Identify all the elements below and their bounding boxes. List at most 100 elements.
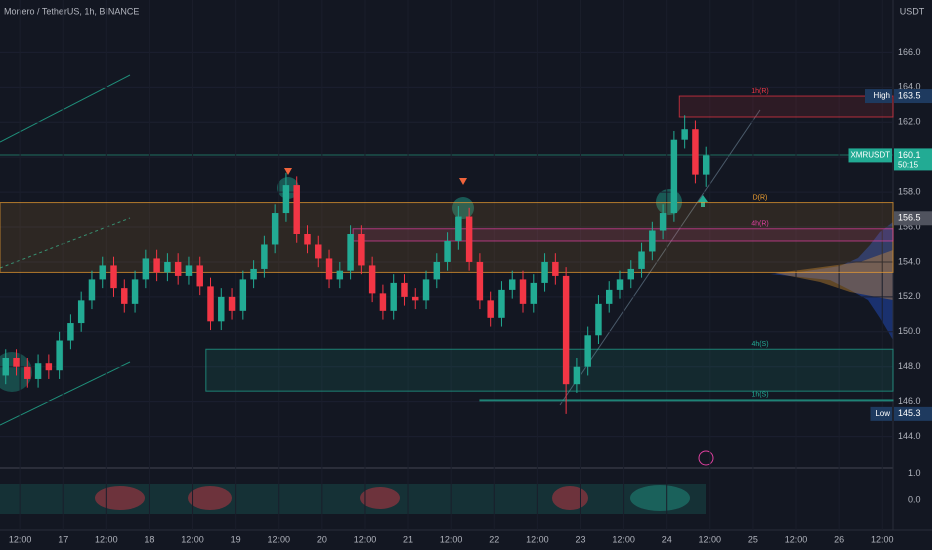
candle-body [261, 244, 268, 269]
zone-label: 1h(R) [751, 88, 769, 95]
candle-body [605, 289, 613, 304]
x-tick-label: 25 [748, 534, 758, 544]
zone [678, 95, 894, 118]
candle-body [45, 363, 53, 371]
oscillator-blob [360, 487, 400, 509]
zone [352, 228, 894, 242]
volume-profile [770, 222, 893, 340]
candle-body [573, 366, 581, 385]
candle-body [562, 275, 570, 385]
candle-body [77, 300, 85, 324]
buy-arrow [698, 195, 708, 207]
candle-body [131, 279, 139, 304]
x-tick-label: 21 [403, 534, 413, 544]
candle-body [271, 213, 279, 245]
candle-body [368, 265, 376, 294]
candle-body [304, 234, 311, 245]
x-tick-label: 12:00 [699, 534, 722, 544]
candle-body [616, 279, 624, 290]
trend-line [0, 361, 131, 426]
y-tick-label: 150.0 [898, 326, 921, 336]
candle-body [433, 261, 441, 280]
y-tick-label: 158.0 [898, 186, 921, 196]
price-countdown: 50:15 [898, 161, 919, 170]
candle-body [455, 216, 462, 241]
candle-body [196, 265, 203, 287]
x-tick-label: 23 [575, 534, 585, 544]
candle-body [2, 357, 9, 376]
candle-body [250, 268, 257, 280]
price-label-name-box [870, 406, 892, 421]
candle-body [702, 155, 710, 175]
x-tick-label: 12:00 [9, 534, 32, 544]
oscillator-blob [630, 485, 690, 511]
candle-body [218, 296, 225, 322]
candle-body [121, 288, 128, 304]
sell-arrow [284, 168, 292, 175]
chart-title: Monero / TetherUS, 1h, BINANCE [4, 6, 139, 16]
candle-body [315, 244, 322, 259]
zone [479, 399, 894, 402]
candle-body [670, 139, 678, 214]
osc-tick-label: 1.0 [908, 468, 921, 478]
price-label-name-box [848, 148, 892, 163]
x-tick-label: 17 [58, 534, 68, 544]
trend-line [559, 109, 761, 406]
y-tick-label: 146.0 [898, 396, 921, 406]
candle-body [88, 279, 96, 301]
candle-body [185, 265, 193, 276]
candle-body [498, 289, 505, 318]
x-tick-label: 24 [662, 534, 672, 544]
candle-body [282, 185, 290, 214]
price-label-name: XMRUSDT [850, 151, 890, 160]
candle-body [164, 261, 171, 273]
x-tick-label: 26 [834, 534, 844, 544]
candle-body [325, 258, 333, 280]
y-tick-label: 152.0 [898, 291, 921, 301]
x-tick-label: 19 [231, 534, 241, 544]
candle-body [584, 335, 591, 367]
candle-body [207, 286, 214, 322]
zone-label: 1h(S) [751, 392, 768, 399]
candle-body [13, 357, 20, 367]
candle-body [34, 363, 42, 379]
x-tick-label: 12:00 [181, 534, 204, 544]
x-tick-label: 12:00 [95, 534, 118, 544]
x-tick-label: 22 [489, 534, 499, 544]
candle-body [530, 282, 538, 304]
y-tick-label: 148.0 [898, 361, 921, 371]
event-icon [698, 450, 714, 466]
candle-body [541, 261, 548, 283]
trend-line [0, 217, 131, 269]
price-label-name: Low [875, 409, 890, 418]
candle-body [390, 282, 397, 311]
candle-body [110, 265, 117, 289]
price-label-box [894, 211, 932, 226]
candle-body [465, 216, 473, 262]
candle-body [422, 279, 430, 301]
candle-body [174, 261, 182, 276]
x-tick-label: 12:00 [440, 534, 463, 544]
candle-body [99, 265, 106, 280]
candle-body [336, 270, 344, 280]
oscillator-band [0, 484, 706, 514]
price-label-value: 160.1 [898, 150, 921, 160]
volume-profile [775, 250, 893, 300]
y-tick-label: 166.0 [898, 47, 921, 57]
oscillator-blob [552, 486, 588, 510]
price-label-name: High [874, 91, 890, 100]
candle-body [412, 296, 419, 301]
candle-body [347, 234, 354, 271]
price-label-value: 156.5 [898, 213, 921, 223]
candle-body [595, 303, 602, 336]
candle-body [681, 129, 688, 140]
candle-body [56, 340, 63, 371]
zone-label: 4h(R) [751, 221, 769, 228]
candle-body [444, 240, 451, 262]
price-label-box [894, 89, 932, 104]
y-tick-label: 154.0 [898, 256, 921, 266]
price-label-name-box [865, 89, 892, 104]
